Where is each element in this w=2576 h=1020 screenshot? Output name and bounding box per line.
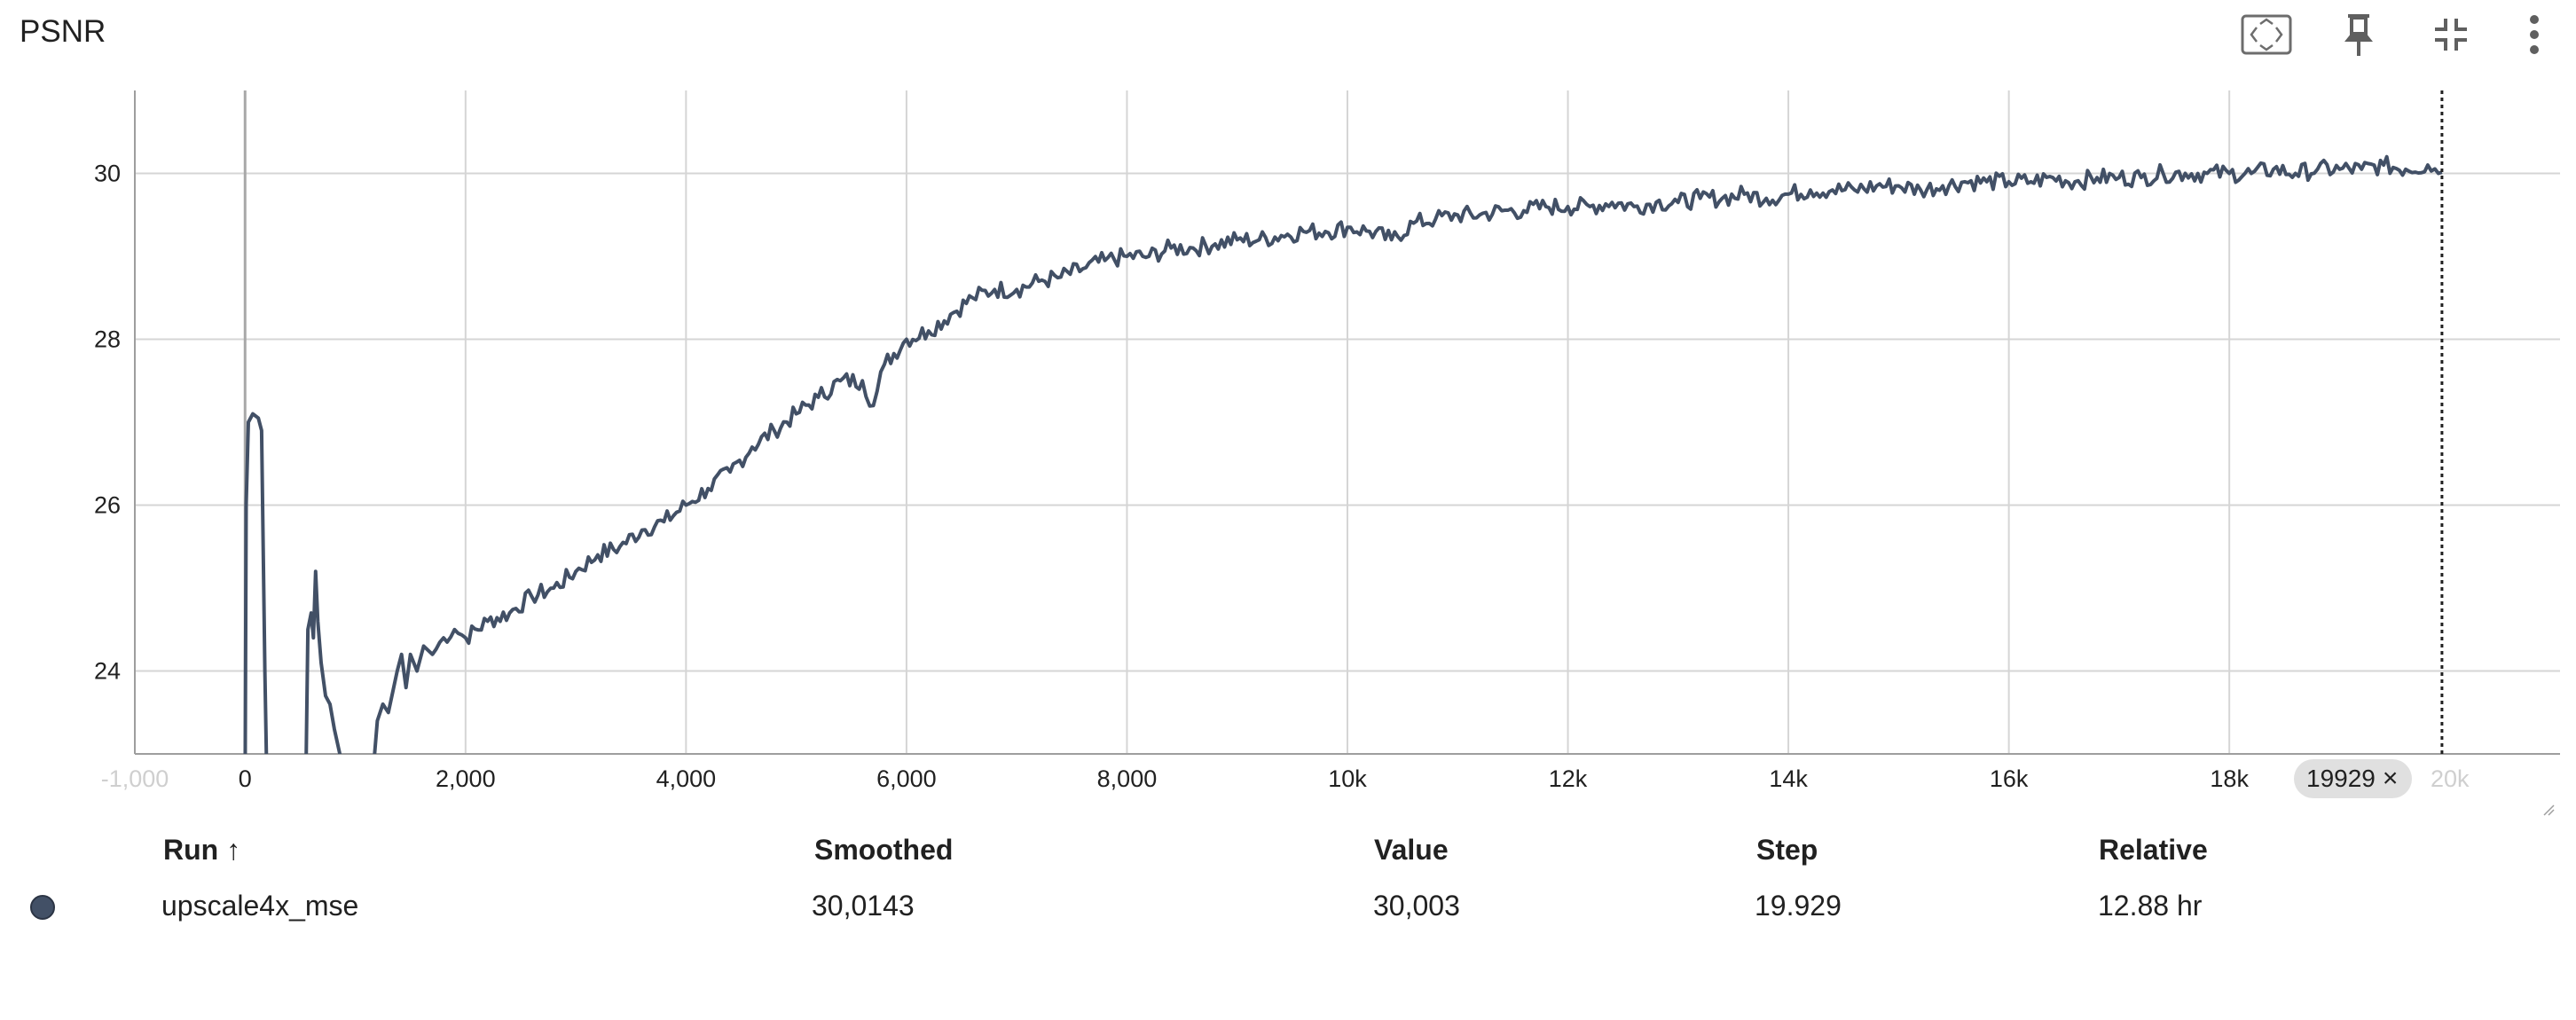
y-tick-label: 26 xyxy=(94,492,121,519)
y-tick-label: 24 xyxy=(94,658,121,685)
psnr-line-chart[interactable]: -1,000 0 2,000 4,000 6,000 8,000 10k 12k 14k 16k 1… xyxy=(0,0,2576,816)
panel-title: PSNR xyxy=(20,14,106,49)
tick-labels: -1,000 0 2,000 4,000 6,000 8,000 10k 12k 14k 16k 1… xyxy=(94,161,2470,793)
cell-run-name: upscale4x_mse xyxy=(161,890,359,922)
x-tick-label: 12k xyxy=(1549,765,1588,792)
more-options-button[interactable] xyxy=(2512,9,2556,60)
more-vert-icon xyxy=(2530,15,2539,54)
series-line-upscale4x_mse xyxy=(243,154,2443,754)
x-tick-label: 16k xyxy=(1990,765,2029,792)
cell-relative: 12.88 hr xyxy=(2098,890,2203,922)
cell-value: 30,003 xyxy=(1373,890,1460,922)
series-layer xyxy=(243,154,2443,754)
fit-domain-button[interactable] xyxy=(2235,9,2297,60)
x-tick-label: 6,000 xyxy=(876,765,937,792)
x-tick-label: 8,000 xyxy=(1097,765,1158,792)
column-header-step[interactable]: Step xyxy=(1756,834,1818,866)
cell-step: 19.929 xyxy=(1755,890,1842,922)
column-header-run[interactable]: Run ↑ xyxy=(163,834,241,866)
resize-handle-icon[interactable] xyxy=(2542,804,2555,816)
collapse-button[interactable] xyxy=(2420,9,2482,60)
pin-icon xyxy=(2344,14,2373,56)
y-tick-label: 28 xyxy=(94,326,121,353)
step-chip-label: 19929 xyxy=(2306,765,2376,792)
x-tick-label: 10k xyxy=(1328,765,1367,792)
x-tick-label: 18k xyxy=(2210,765,2249,792)
close-icon[interactable]: × xyxy=(2382,764,2399,793)
collapse-icon xyxy=(2435,19,2467,51)
cell-smoothed: 30,0143 xyxy=(812,890,915,922)
grid xyxy=(135,90,2560,754)
x-tick-label: 20k xyxy=(2431,765,2470,792)
column-header-value[interactable]: Value xyxy=(1374,834,1449,866)
x-tick-label: 14k xyxy=(1769,765,1808,792)
x-tick-label: 4,000 xyxy=(656,765,717,792)
run-color-swatch xyxy=(30,895,55,920)
step-cursor-chip[interactable]: 19929 × xyxy=(2294,759,2413,798)
x-tick-label: 0 xyxy=(239,765,252,792)
x-tick-label: 2,000 xyxy=(436,765,496,792)
x-tick-label: -1,000 xyxy=(101,765,169,792)
y-tick-label: 30 xyxy=(94,161,121,187)
column-header-relative[interactable]: Relative xyxy=(2099,834,2208,866)
column-header-smoothed[interactable]: Smoothed xyxy=(814,834,954,866)
fit-domain-icon xyxy=(2241,14,2292,55)
pin-button[interactable] xyxy=(2328,9,2390,60)
